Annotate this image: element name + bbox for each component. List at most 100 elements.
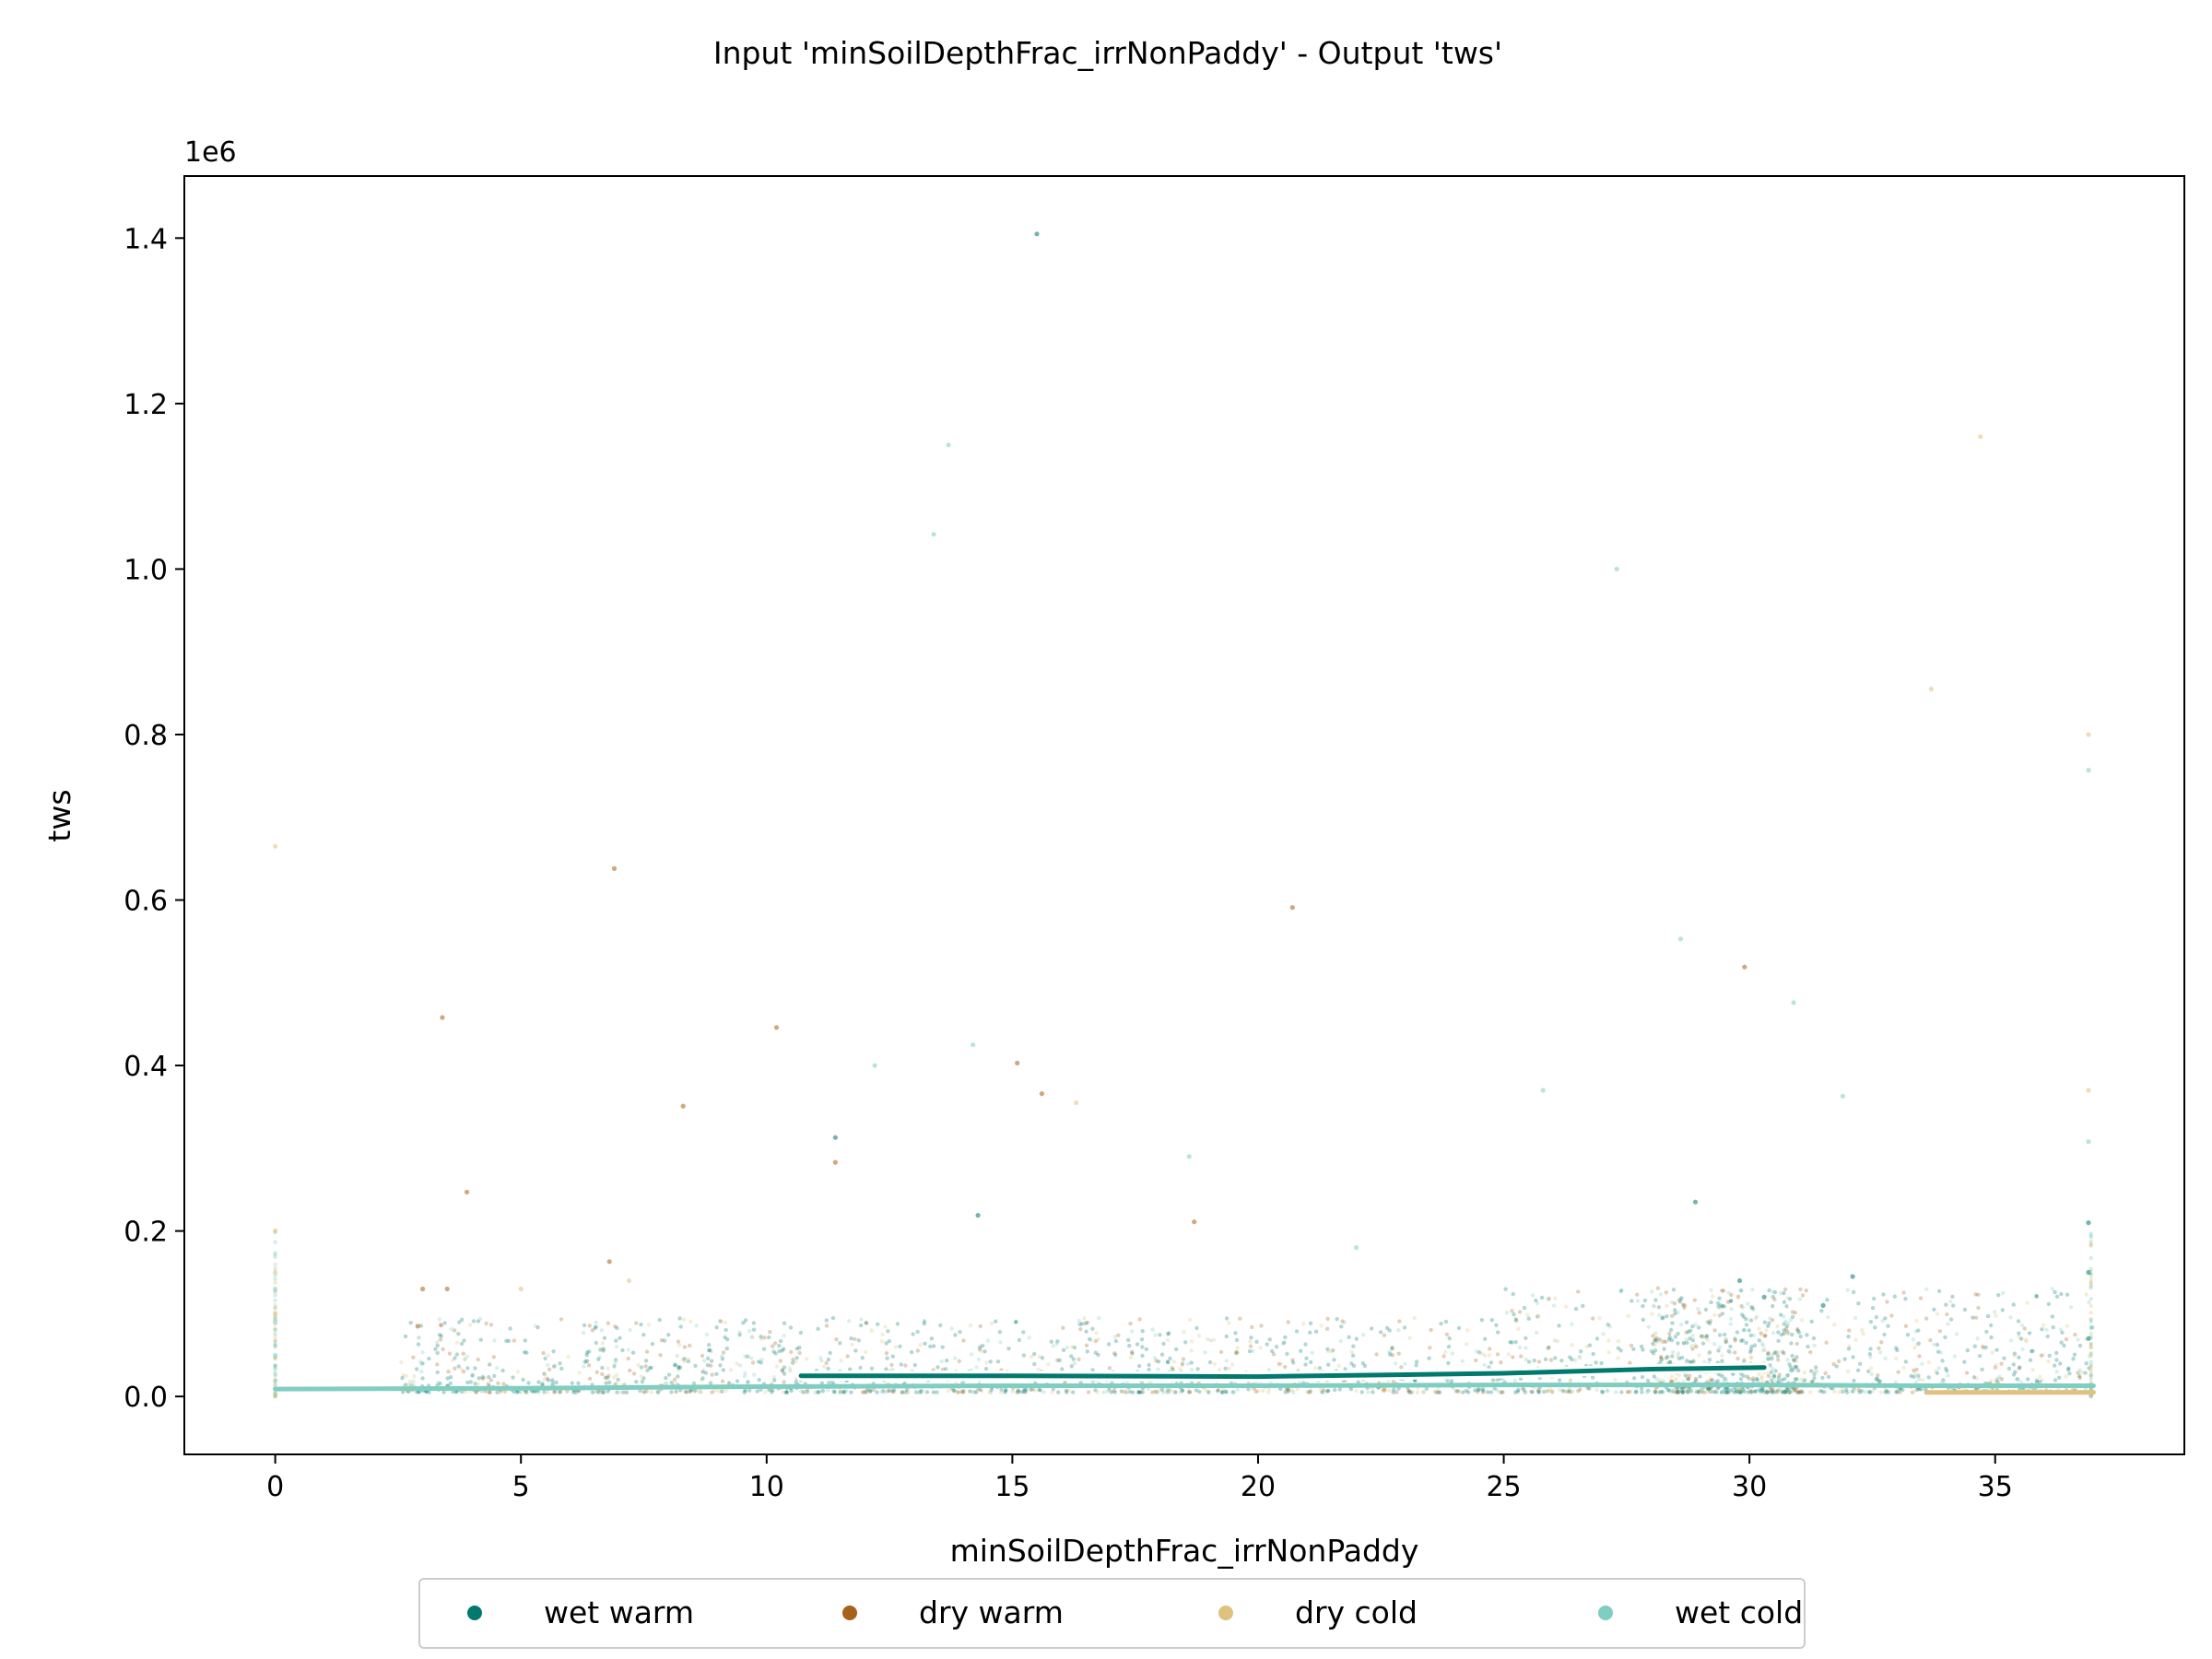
cloud-point bbox=[2013, 1370, 2018, 1374]
cloud-point bbox=[1057, 1358, 1063, 1363]
cloud-point bbox=[1744, 1323, 1749, 1327]
edge-point bbox=[273, 1327, 277, 1332]
cloud-point bbox=[1912, 1346, 1917, 1350]
cloud-point bbox=[1883, 1316, 1888, 1321]
cloud-point bbox=[419, 1361, 425, 1366]
cloud-point bbox=[682, 1359, 687, 1364]
cloud-point bbox=[1851, 1355, 1855, 1359]
cloud-point bbox=[912, 1362, 917, 1368]
y-axis-label: tws bbox=[41, 789, 77, 841]
cloud-point bbox=[2087, 1354, 2091, 1359]
cloud-point bbox=[1787, 1362, 1792, 1367]
cloud-point bbox=[911, 1332, 915, 1336]
cloud-point bbox=[1728, 1344, 1733, 1349]
cloud-point bbox=[822, 1364, 827, 1370]
cloud-point bbox=[1224, 1359, 1230, 1363]
cloud-point bbox=[906, 1390, 912, 1394]
cloud-point bbox=[1181, 1360, 1185, 1366]
cloud-point bbox=[414, 1367, 419, 1371]
cloud-point bbox=[1664, 1339, 1668, 1345]
cloud-point bbox=[1366, 1390, 1371, 1394]
cloud-point bbox=[1917, 1377, 1922, 1382]
cloud-point bbox=[938, 1323, 943, 1328]
cloud-point bbox=[816, 1390, 820, 1394]
cloud-point bbox=[1335, 1317, 1339, 1322]
cloud-point bbox=[1786, 1390, 1791, 1394]
cloud-point bbox=[1445, 1378, 1450, 1383]
cloud-point bbox=[1584, 1345, 1590, 1349]
point-dry-warm bbox=[773, 1025, 780, 1030]
cloud-point bbox=[782, 1321, 787, 1325]
cloud-point bbox=[1536, 1389, 1541, 1394]
cloud-point bbox=[756, 1359, 761, 1364]
cloud-point bbox=[438, 1337, 443, 1342]
cloud-point bbox=[1657, 1378, 1663, 1382]
cloud-point bbox=[1693, 1343, 1698, 1347]
cloud-point bbox=[441, 1390, 446, 1394]
cloud-point bbox=[759, 1360, 763, 1365]
cloud-point bbox=[1436, 1390, 1441, 1394]
cloud-point bbox=[581, 1330, 586, 1335]
cloud-point bbox=[1772, 1378, 1777, 1382]
cloud-point bbox=[600, 1390, 606, 1394]
cloud-point bbox=[701, 1368, 706, 1373]
cloud-point bbox=[1231, 1390, 1236, 1394]
cloud-point bbox=[1985, 1313, 1991, 1319]
cloud-point bbox=[2034, 1293, 2039, 1299]
cloud-point bbox=[1492, 1386, 1497, 1391]
cloud-point bbox=[1710, 1294, 1715, 1299]
cloud-point bbox=[1388, 1352, 1393, 1357]
cloud-point bbox=[898, 1344, 902, 1349]
cloud-point bbox=[1483, 1336, 1488, 1342]
cloud-point bbox=[1917, 1387, 1922, 1392]
cloud-point bbox=[590, 1390, 595, 1394]
cloud-point bbox=[603, 1375, 608, 1381]
cloud-point bbox=[657, 1317, 662, 1323]
cloud-point bbox=[841, 1390, 846, 1394]
cloud-point bbox=[1993, 1310, 1997, 1314]
cloud-point bbox=[1381, 1388, 1385, 1394]
cloud-point bbox=[1277, 1361, 1282, 1367]
cloud-point bbox=[1791, 1358, 1796, 1362]
cloud-point bbox=[594, 1320, 598, 1324]
cloud-point bbox=[1685, 1375, 1689, 1380]
edge-point bbox=[2088, 1373, 2093, 1378]
cloud-point bbox=[554, 1380, 559, 1385]
cloud-point bbox=[1658, 1390, 1664, 1394]
edge-point bbox=[273, 1253, 277, 1257]
cloud-point bbox=[1568, 1390, 1573, 1394]
cloud-point bbox=[453, 1366, 457, 1371]
cloud-point bbox=[1051, 1344, 1055, 1348]
x-tick-label: 25 bbox=[1486, 1471, 1521, 1503]
cloud-point bbox=[1912, 1374, 1916, 1380]
cloud-point bbox=[1944, 1302, 1948, 1307]
cloud-point bbox=[1673, 1308, 1677, 1312]
cloud-point bbox=[968, 1389, 972, 1394]
cloud-point bbox=[1095, 1390, 1100, 1394]
cloud-point bbox=[1489, 1318, 1495, 1323]
cloud-point bbox=[1934, 1369, 1938, 1373]
cloud-point bbox=[1506, 1352, 1512, 1357]
point-wet-warm bbox=[2086, 1269, 2091, 1276]
cloud-point bbox=[1772, 1289, 1778, 1295]
cloud-point bbox=[797, 1346, 802, 1350]
cloud-point bbox=[1745, 1374, 1749, 1379]
cloud-point bbox=[1510, 1309, 1514, 1313]
cloud-point bbox=[606, 1389, 610, 1394]
edge-point bbox=[2088, 1345, 2093, 1349]
edge-point bbox=[273, 1372, 277, 1378]
cloud-point bbox=[869, 1328, 874, 1333]
cloud-point bbox=[1793, 1359, 1797, 1363]
cloud-point bbox=[1910, 1390, 1915, 1394]
cloud-point bbox=[1748, 1356, 1754, 1360]
cloud-point bbox=[1736, 1390, 1742, 1394]
cloud-point bbox=[1765, 1390, 1770, 1394]
cloud-point bbox=[521, 1377, 525, 1382]
cloud-point bbox=[1672, 1387, 1677, 1392]
cloud-point bbox=[1733, 1336, 1737, 1341]
cloud-point bbox=[784, 1390, 789, 1394]
cloud-point bbox=[1224, 1334, 1230, 1339]
cloud-point bbox=[1172, 1390, 1178, 1394]
cloud-point bbox=[1360, 1360, 1366, 1366]
y-tick-label: 0.0 bbox=[124, 1382, 168, 1414]
